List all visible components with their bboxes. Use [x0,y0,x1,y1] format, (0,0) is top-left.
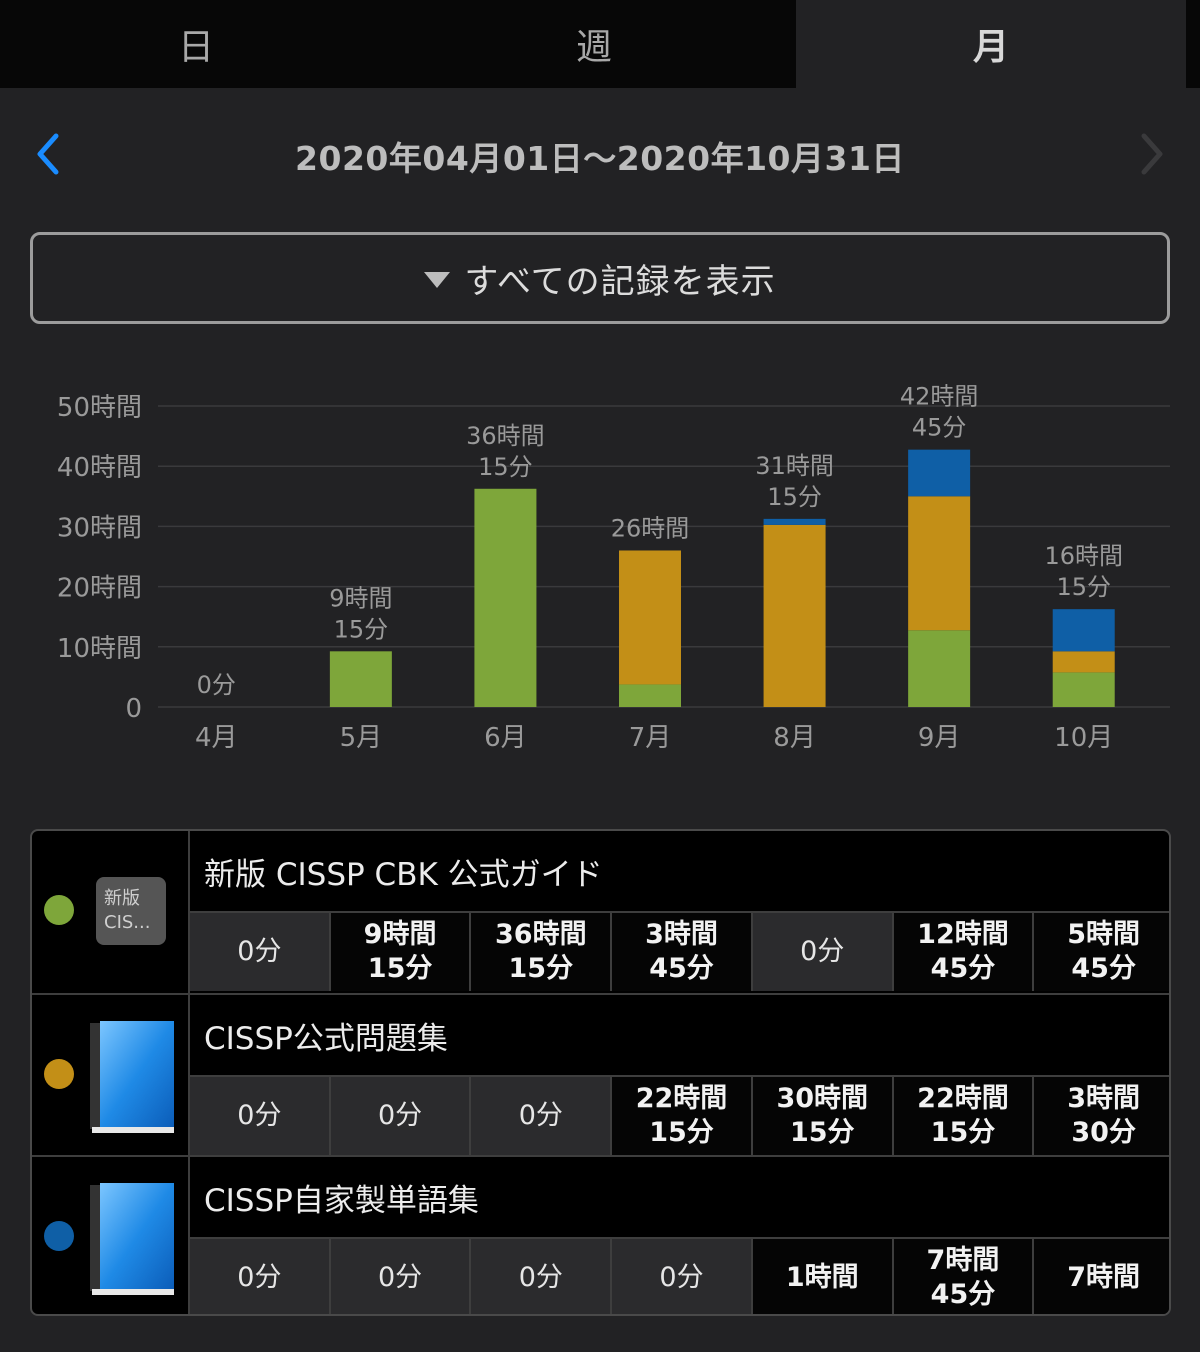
bar-segment [908,449,971,497]
month-time-cell: 9時間 15分 [328,911,470,991]
month-time-cell: 3時間 30分 [1032,1075,1169,1155]
month-time-cell: 36時間 15分 [469,911,611,991]
record-title: CISSP公式問題集 [204,1021,448,1057]
tab-day[interactable]: 日 [177,27,214,68]
month-time-cell: 0分 [190,1075,329,1155]
bar-total-label: 31時間 15分 [755,452,834,511]
y-tick-label: 10時間 [57,634,142,664]
bar-total-label: 16時間 15分 [1044,542,1123,601]
x-tick-label: 10月 [1054,723,1113,753]
bar-segment [763,524,826,707]
month-time-cell: 0分 [610,1237,751,1314]
monthly-time-cells: 0分 0分 0分 0分 1時間 7時間 45分 7時間 [190,1237,1169,1314]
bar-segment [1052,651,1115,673]
book-thumbnail: 新版 CIS... [96,877,166,945]
monthly-study-time-chart: 0 10時間 20時間 30時間 40時間 50時間 0分 4月 9時間 15分 5月 36時間 15分… [57,383,1170,753]
record-row[interactable]: CISSP公式問題集 0分 0分 0分 22時間 15分 30時間 15分 22時間 15分 3時間… [32,993,1169,1157]
bar-total-label: 0分 [197,671,236,699]
record-filter-dropdown[interactable]: すべての記録を表示 [30,232,1170,324]
bar-segment [908,630,971,707]
monthly-time-cells: 0分 0分 0分 22時間 15分 30時間 15分 22時間 15分 3時間 30分 [190,1075,1169,1157]
month-time-cell: 22時間 15分 [610,1075,751,1155]
previous-period-button[interactable] [30,130,70,178]
bar-total-label: 42時間 45分 [900,383,979,442]
filter-label: すべての記録を表示 [464,261,776,302]
record-thumb-cell: 新版 CIS... [32,831,190,993]
bar-segment [1052,672,1115,707]
month-time-cell: 7時間 45分 [891,1237,1033,1314]
blue-book-icon [90,1183,174,1295]
month-time-cell: 0分 [190,1237,329,1314]
x-tick-label: 6月 [484,723,527,753]
month-time-cell: 22時間 15分 [891,1075,1033,1155]
bar-segment [619,684,681,707]
tab-bar-edge [1186,0,1200,88]
x-tick-label: 9月 [918,723,961,753]
month-time-cell: 0分 [469,1075,611,1155]
month-time-cell: 1時間 [750,1237,892,1314]
record-thumb-cell [32,1157,190,1314]
tab-month[interactable]: 月 [796,0,1186,88]
y-tick-label: 40時間 [57,453,142,483]
chevron-right-icon [1141,133,1163,175]
chevron-left-icon [37,133,59,175]
y-tick-label: 50時間 [57,393,142,423]
bar-segment [329,651,392,707]
records-table: 新版 CIS... 新版 CISSP CBK 公式ガイド 0分 9時間 15分 36時間 15… [30,829,1171,1316]
month-time-cell: 0分 [328,1075,470,1155]
month-time-cell: 0分 [190,911,329,991]
bar-segment [474,488,537,707]
bar-segment [619,550,681,685]
record-title: 新版 CISSP CBK 公式ガイド [204,857,603,893]
series-color-dot [44,895,74,925]
dropdown-triangle-icon [424,272,451,288]
next-period-button[interactable] [1132,130,1172,178]
month-time-cell: 12時間 45分 [891,911,1033,991]
monthly-time-cells: 0分 9時間 15分 36時間 15分 3時間 45分 0分 12時間 45分 5時間 45分 [190,911,1169,993]
bar-total-label: 9時間 15分 [329,584,392,643]
x-tick-label: 8月 [773,723,816,753]
month-time-cell: 0分 [328,1237,470,1314]
month-time-cell: 3時間 45分 [610,911,751,991]
month-time-cell: 30時間 15分 [750,1075,892,1155]
record-row[interactable]: CISSP自家製単語集 0分 0分 0分 0分 1時間 7時間 45分 7時間 [32,1155,1169,1314]
bar-segment [1052,609,1115,652]
y-tick-label: 0 [125,694,142,724]
period-tabs: 日 週 月 [0,0,1200,88]
record-title: CISSP自家製単語集 [204,1183,479,1219]
date-range-title: 2020年04月01日〜2020年10月31日 [295,139,905,178]
record-thumb-cell [32,995,190,1157]
bar-segment [908,496,971,631]
month-time-cell: 0分 [469,1237,611,1314]
blue-book-icon [90,1021,174,1133]
x-tick-label: 4月 [195,723,238,753]
x-tick-label: 7月 [629,723,672,753]
y-tick-label: 20時間 [57,574,142,604]
bar-total-label: 36時間 15分 [466,422,545,481]
y-tick-label: 30時間 [57,513,142,543]
month-time-cell: 7時間 [1032,1237,1169,1314]
bar-total-label: 26時間 [611,514,690,542]
tab-week[interactable]: 週 [575,27,612,68]
month-time-cell: 0分 [750,911,892,991]
series-color-dot [44,1221,74,1251]
series-color-dot [44,1059,74,1089]
x-tick-label: 5月 [340,723,383,753]
bar-segment [763,518,826,525]
month-time-cell: 5時間 45分 [1032,911,1169,991]
record-row[interactable]: 新版 CIS... 新版 CISSP CBK 公式ガイド 0分 9時間 15分 36時間 15… [32,831,1169,993]
